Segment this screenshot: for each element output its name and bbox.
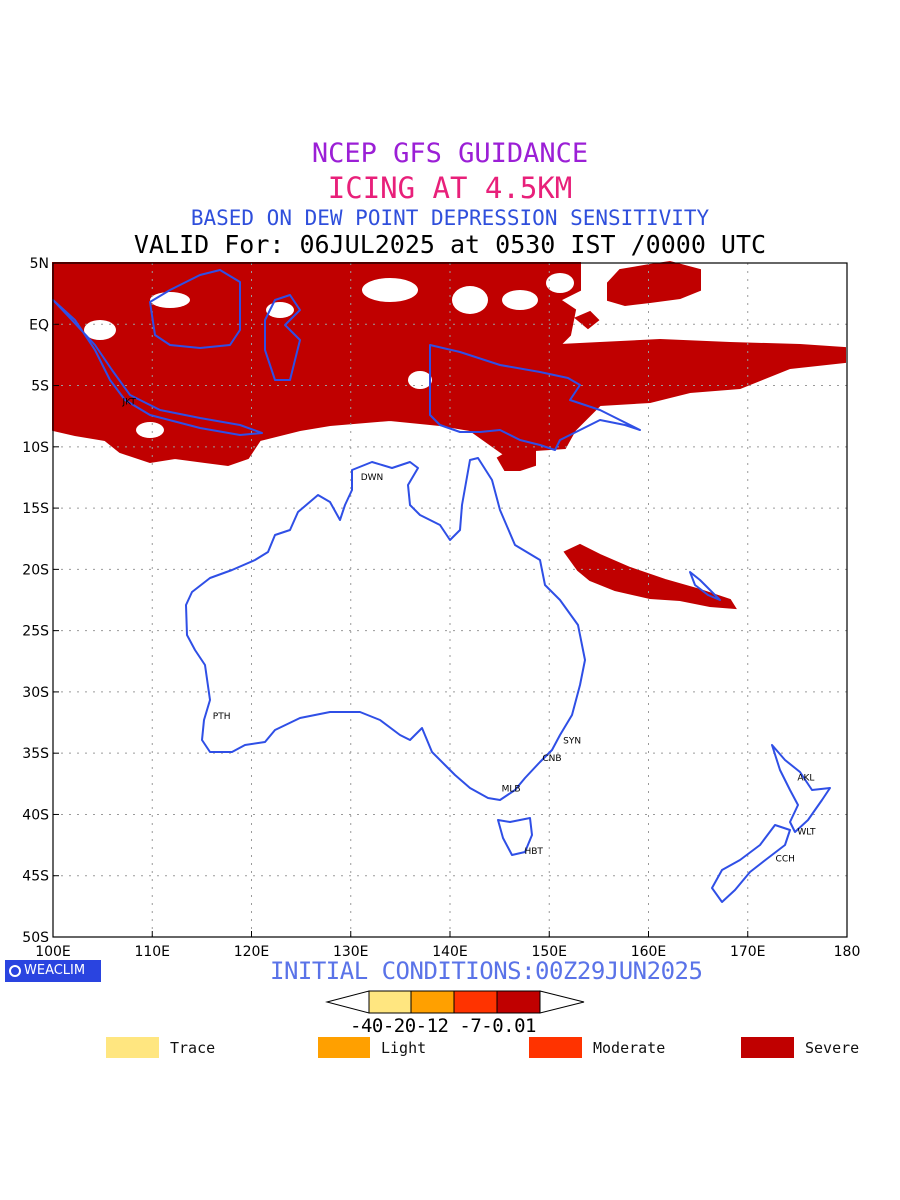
lon-tick-label: 150E (531, 944, 567, 960)
lon-tick-label: 180 (834, 944, 861, 960)
legend-swatch-light (318, 1037, 370, 1058)
city-label-akl: AKL (797, 773, 814, 783)
lat-tick-label: 45S (22, 869, 49, 885)
coast-borneo (149, 269, 241, 349)
lat-tick-label: 35S (22, 746, 49, 762)
lat-tick-label: 5N (30, 256, 49, 272)
logo-ring-icon (9, 965, 21, 977)
lon-tick-label: 160E (631, 944, 667, 960)
lat-tick-label: 40S (22, 807, 49, 823)
lon-tick-label: 130E (333, 944, 369, 960)
valid-time: VALID For: 06JUL2025 at 0530 IST /0000 U… (133, 230, 767, 259)
weaclim-logo: WEACLIM (5, 960, 101, 982)
city-label-pth: PTH (213, 712, 231, 722)
lon-tick-label: 120E (234, 944, 270, 960)
city-label-wlt: WLT (797, 827, 816, 837)
logo-text: WEACLIM (24, 963, 86, 978)
colorbar (325, 990, 585, 1014)
initial-conditions: INITIAL CONDITIONS:00Z29JUN2025 (270, 957, 703, 985)
lon-tick-label: 140E (432, 944, 468, 960)
city-label-cnb: CNB (542, 754, 561, 764)
coast-nz-north (771, 744, 831, 833)
lat-tick-label: 10S (22, 440, 49, 456)
city-label-hbt: HBT (524, 847, 543, 857)
lat-tick-label: 50S (22, 930, 49, 946)
icing-gaps (84, 273, 574, 438)
city-label-cch: CCH (776, 854, 795, 864)
severe-icing-areas (52, 260, 846, 610)
title-line-3: BASED ON DEW POINT DEPRESSION SENSITIVIT… (190, 206, 710, 230)
legend-label-severe: Severe (805, 1039, 860, 1057)
colorbar-light (410, 990, 455, 1014)
icing-region-coral (563, 543, 737, 610)
lon-tick-label: 170E (730, 944, 766, 960)
graticule (53, 263, 847, 937)
lat-tick-label: 30S (22, 685, 49, 701)
axis-ticks: 100E 110E 120E 130E 140E 150E 160E 170E 180 5N EQ 5… (22, 256, 860, 960)
lat-tick-label: 25S (22, 624, 49, 640)
lat-tick-label: 20S (22, 562, 49, 578)
title-line-2: ICING AT 4.5KM (327, 171, 573, 205)
colorbar-moderate (453, 990, 498, 1014)
legend-label-light: Light (381, 1039, 427, 1057)
icing-region-indonesia (52, 262, 846, 467)
icing-region-nw-pacific (607, 260, 701, 307)
icing-region-small-1 (574, 310, 600, 330)
coast-sumatra-java (52, 299, 263, 436)
legend-swatch-moderate (529, 1037, 582, 1058)
colorbar-trace (368, 990, 412, 1014)
colorbar-severe (496, 990, 541, 1014)
city-label-dwn: DWN (361, 473, 384, 483)
lat-tick-label: 5S (31, 379, 49, 395)
lon-tick-label: 110E (134, 944, 170, 960)
lat-tick-label: EQ (29, 317, 49, 333)
city-label-syn: SYN (563, 737, 581, 747)
coast-australia (185, 457, 586, 801)
title-line-1: NCEP GFS GUIDANCE (311, 138, 589, 169)
legend-label-moderate: Moderate (593, 1039, 666, 1057)
legend-label-trace: Trace (170, 1039, 216, 1057)
coast-tasmania (497, 817, 533, 856)
coastlines (52, 269, 831, 903)
coast-new-guinea (429, 344, 641, 451)
legend-swatch-trace (106, 1037, 159, 1058)
lat-tick-label: 15S (22, 501, 49, 517)
city-label-jkt: JKT (121, 397, 136, 407)
coast-new-caledonia (689, 571, 721, 601)
city-label-mlb: MLB (502, 784, 521, 794)
coast-nz-south (711, 824, 791, 903)
lon-tick-label: 100E (35, 944, 71, 960)
colorbar-tick-labels: -40-20-12 -7-0.01 (350, 1015, 536, 1037)
coast-sulawesi (264, 294, 301, 381)
legend-swatch-severe (741, 1037, 794, 1058)
icing-region-aru (496, 446, 536, 471)
